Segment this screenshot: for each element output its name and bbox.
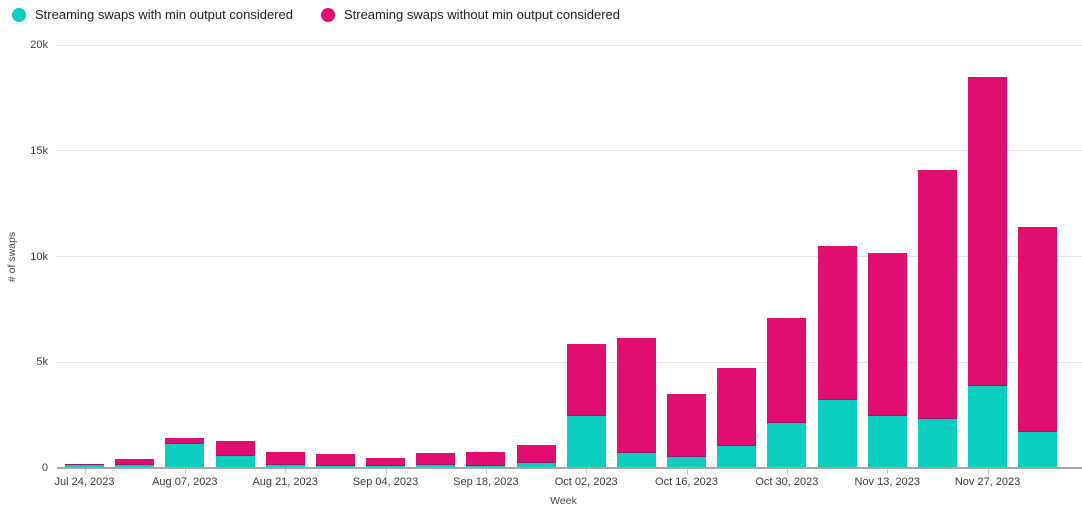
y-tick-label: 0	[41, 462, 48, 474]
x-tick-label: Aug 21, 2023	[252, 476, 318, 488]
y-tick-label: 20k	[30, 39, 48, 51]
x-tick-label: Sep 18, 2023	[453, 476, 519, 488]
x-tick-mark	[586, 468, 588, 474]
y-tick-label: 10k	[30, 250, 48, 263]
x-tick-mark	[485, 468, 487, 474]
bar-with-min-output[interactable]	[566, 416, 606, 468]
gridline	[57, 150, 1082, 152]
x-axis-title: Week	[550, 495, 577, 507]
x-tick-label: Oct 30, 2023	[755, 476, 819, 488]
bar-with-min-output[interactable]	[717, 445, 757, 468]
bar-with-min-output[interactable]	[1018, 432, 1058, 468]
bar-with-min-output[interactable]	[516, 462, 556, 468]
y-tick-label: 5k	[36, 356, 48, 369]
bar-without-min-output[interactable]	[867, 253, 907, 417]
x-tick-mark	[887, 468, 889, 474]
x-tick-label: Nov 13, 2023	[854, 476, 920, 488]
bar-with-min-output[interactable]	[265, 464, 305, 468]
gridline	[57, 256, 1082, 257]
bar-with-min-output[interactable]	[115, 464, 155, 468]
legend-swatch-without-min-icon	[320, 8, 335, 22]
bar-with-min-output[interactable]	[817, 400, 857, 468]
bar-with-min-output[interactable]	[416, 465, 456, 468]
x-tick-label: Sep 04, 2023	[352, 476, 419, 488]
bar-with-min-output[interactable]	[867, 416, 907, 468]
bar-without-min-output[interactable]	[215, 440, 255, 456]
bar-with-min-output[interactable]	[767, 422, 807, 468]
legend: Streaming swaps with min output consider…	[12, 0, 620, 30]
bar-with-min-output[interactable]	[917, 419, 957, 468]
x-tick-mark	[385, 468, 387, 474]
x-tick-mark	[84, 468, 86, 474]
x-tick-mark	[686, 468, 688, 474]
x-tick-mark	[786, 468, 788, 474]
bar-without-min-output[interactable]	[65, 464, 104, 466]
bar-without-min-output[interactable]	[516, 444, 556, 463]
bar-without-min-output[interactable]	[566, 344, 606, 417]
bar-without-min-output[interactable]	[917, 169, 957, 420]
bar-with-min-output[interactable]	[466, 465, 506, 468]
y-tick-label: 15k	[30, 144, 48, 157]
bar-without-min-output[interactable]	[667, 393, 707, 458]
x-tick-label: Aug 07, 2023	[152, 476, 218, 488]
bar-without-min-output[interactable]	[717, 367, 757, 446]
gridline	[57, 44, 1082, 46]
bar-without-min-output[interactable]	[165, 437, 205, 444]
bar-with-min-output[interactable]	[65, 465, 104, 468]
bar-with-min-output[interactable]	[315, 465, 355, 468]
x-tick-mark	[987, 468, 989, 474]
bar-without-min-output[interactable]	[366, 457, 406, 467]
legend-label-with-min-output: Streaming swaps with min output consider…	[35, 7, 293, 22]
bar-with-min-output[interactable]	[667, 457, 707, 468]
legend-item-with-min-output[interactable]: Streaming swaps with min output consider…	[12, 8, 293, 22]
x-tick-label: Jul 24, 2023	[54, 476, 115, 488]
bar-with-min-output[interactable]	[165, 443, 205, 468]
legend-label-without-min-output: Streaming swaps without min output consi…	[343, 7, 621, 22]
x-tick-label: Oct 16, 2023	[655, 476, 719, 488]
x-tick-mark	[184, 468, 186, 474]
bar-with-min-output[interactable]	[616, 452, 656, 468]
bar-without-min-output[interactable]	[466, 452, 506, 466]
bar-without-min-output[interactable]	[115, 458, 155, 465]
x-tick-label: Oct 02, 2023	[554, 476, 618, 488]
bar-without-min-output[interactable]	[767, 317, 807, 423]
bar-without-min-output[interactable]	[416, 453, 456, 466]
bar-without-min-output[interactable]	[817, 245, 857, 401]
x-tick-mark	[285, 468, 287, 474]
bar-with-min-output[interactable]	[215, 455, 255, 468]
bar-without-min-output[interactable]	[265, 452, 305, 465]
x-axis-line	[57, 467, 1082, 469]
bar-without-min-output[interactable]	[616, 337, 656, 453]
legend-item-without-min-output[interactable]: Streaming swaps without min output consi…	[320, 7, 621, 22]
bar-without-min-output[interactable]	[315, 453, 355, 466]
legend-swatch-with-min-icon	[12, 8, 26, 22]
plot-area: 0 5k 10k 15k 20k Jul 24, 2023 Aug 07, 2023 Aug …	[30, 39, 1082, 488]
x-tick-label: Nov 27, 2023	[954, 476, 1021, 488]
bar-with-min-output[interactable]	[968, 385, 1008, 468]
bar-without-min-output[interactable]	[968, 76, 1008, 386]
bar-without-min-output[interactable]	[1018, 226, 1058, 433]
